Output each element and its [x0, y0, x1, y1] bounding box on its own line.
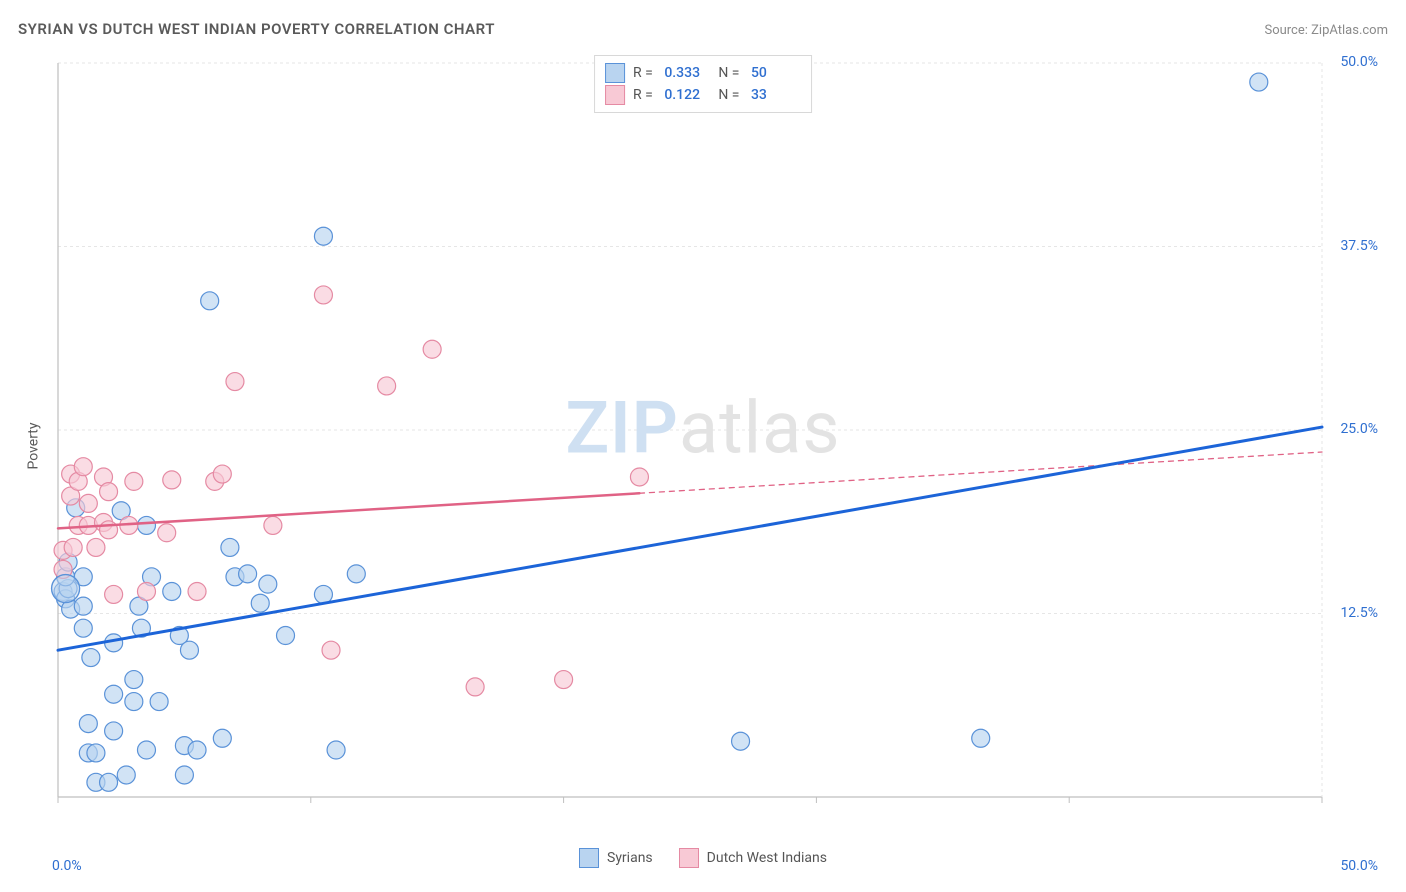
x-axis-max-label: 50.0%: [1340, 858, 1378, 874]
legend-label-blue: Syrians: [607, 850, 653, 866]
y-axis-tick-label: 12.5%: [1340, 605, 1378, 621]
legend-swatch-pink: [605, 85, 625, 105]
chart-source: Source: ZipAtlas.com: [1264, 23, 1388, 38]
legend-n-label: N =: [718, 62, 743, 84]
legend-series: Syrians Dutch West Indians: [579, 848, 827, 868]
y-axis-tick-label: 25.0%: [1340, 421, 1378, 437]
chart-header: SYRIAN VS DUTCH WEST INDIAN POVERTY CORR…: [18, 20, 1388, 38]
y-axis-tick-label: 50.0%: [1340, 54, 1378, 70]
legend-swatch-pink-2: [679, 848, 699, 868]
legend-swatch-blue: [605, 63, 625, 83]
legend-r-label: R =: [633, 62, 656, 84]
chart-title: SYRIAN VS DUTCH WEST INDIAN POVERTY CORR…: [18, 20, 495, 38]
x-axis-min-label: 0.0%: [52, 858, 82, 874]
legend-pink-n: 33: [751, 84, 797, 106]
legend-n-label-2: N =: [718, 84, 743, 106]
y-axis-label: Poverty: [26, 422, 42, 469]
legend-blue-r: 0.333: [664, 62, 710, 84]
scatter-plot-svg: [50, 55, 1380, 825]
legend-item-blue: Syrians: [579, 848, 653, 868]
plot-area: [50, 55, 1380, 825]
legend-stats-box: R = 0.333 N = 50 R = 0.122 N = 33: [594, 55, 812, 113]
legend-swatch-blue-2: [579, 848, 599, 868]
legend-r-label-2: R =: [633, 84, 656, 106]
legend-blue-n: 50: [751, 62, 797, 84]
y-axis-tick-label: 37.5%: [1340, 238, 1378, 254]
legend-label-pink: Dutch West Indians: [707, 850, 827, 866]
legend-stats-row-pink: R = 0.122 N = 33: [605, 84, 797, 106]
legend-item-pink: Dutch West Indians: [679, 848, 827, 868]
legend-pink-r: 0.122: [664, 84, 710, 106]
source-link[interactable]: ZipAtlas.com: [1311, 23, 1388, 38]
legend-stats-row-blue: R = 0.333 N = 50: [605, 62, 797, 84]
source-prefix: Source:: [1264, 23, 1311, 38]
